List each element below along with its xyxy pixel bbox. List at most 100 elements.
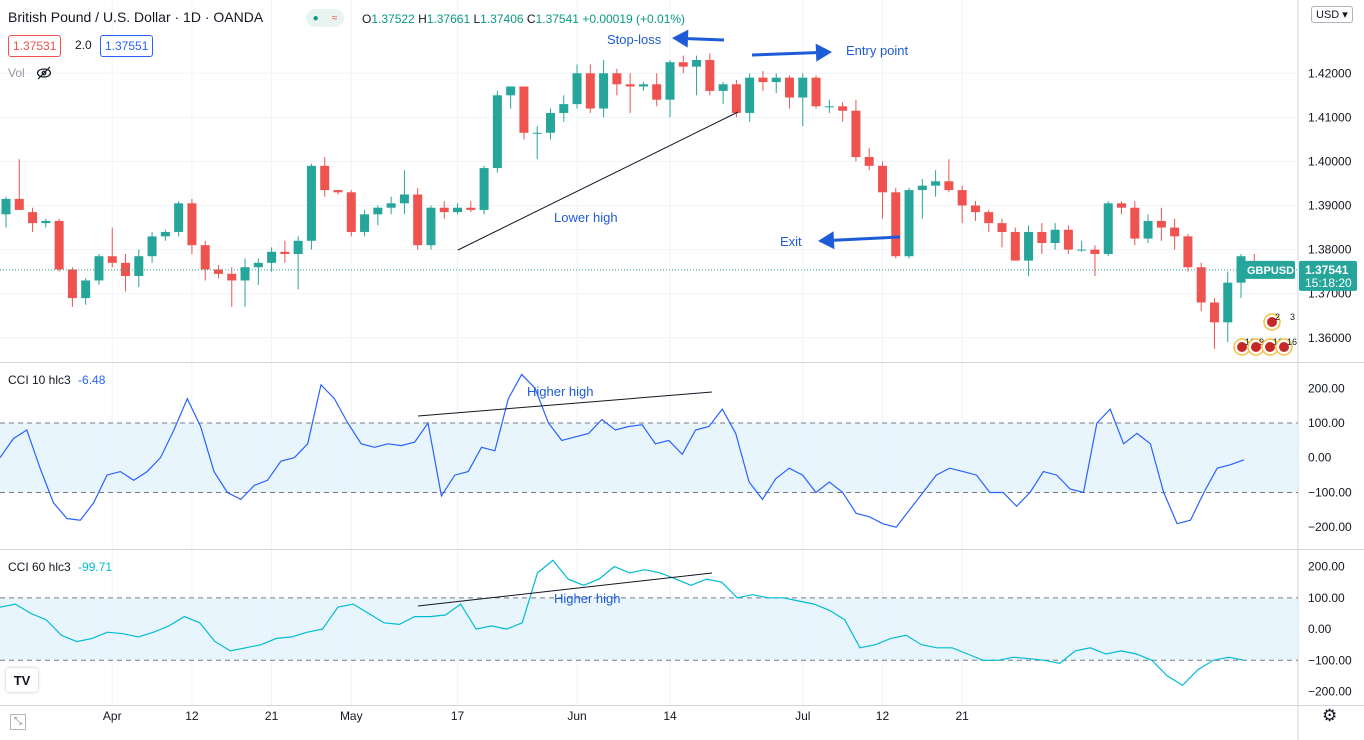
gear-icon[interactable]: ⚙ — [1322, 706, 1338, 725]
buy-price-button[interactable]: 1.37551 — [100, 35, 154, 57]
ohlc-low-key: L — [473, 12, 481, 26]
candle-body — [1090, 249, 1100, 254]
candle-body — [147, 236, 157, 257]
candle-body — [585, 73, 595, 109]
expand-icon[interactable]: ⤡ — [10, 714, 26, 730]
cci10-value: -6.48 — [78, 373, 106, 387]
symbol-badge — [1243, 260, 1295, 279]
candle-body — [1010, 231, 1020, 261]
candle-body — [665, 62, 675, 100]
time-tick-label: 21 — [955, 709, 969, 723]
candle-body — [293, 240, 303, 254]
candle-body — [200, 245, 210, 270]
time-tick-label: May — [340, 709, 363, 723]
candle-body — [41, 220, 51, 224]
candle-body — [811, 77, 821, 107]
currency-selector[interactable]: USD ▾ — [1311, 6, 1353, 23]
candle-body — [625, 84, 635, 87]
price-tick-label: 1.42000 — [1308, 66, 1352, 80]
ohlc-close-key: C — [526, 12, 536, 26]
cci-tick-label: −200.00 — [1308, 685, 1352, 699]
volume-label: Vol — [8, 66, 25, 80]
candle-body — [891, 192, 901, 257]
wave-icon: ≈ — [331, 12, 338, 24]
currency-label: USD — [1316, 9, 1340, 21]
cci-tick-label: 200.00 — [1308, 560, 1345, 574]
us-event-flag — [1265, 342, 1275, 352]
candle-body — [970, 205, 980, 213]
candle-body — [798, 77, 808, 98]
time-tick-label: 12 — [185, 709, 199, 723]
candle-body — [984, 212, 994, 224]
symbol-title[interactable]: British Pound / U.S. Dollar · 1D · OANDA — [8, 9, 264, 25]
sell-price-button[interactable]: 1.37531 — [8, 35, 62, 57]
cci60-legend[interactable]: CCI 60 hlc3 -99.71 — [8, 560, 112, 574]
ohlc-open: 1.37522 — [371, 12, 415, 26]
candle-body — [519, 86, 529, 133]
candle-body — [1, 198, 11, 215]
time-tick-label: Jun — [567, 709, 586, 723]
candle-body — [1223, 282, 1233, 323]
gb-event-count: 2 — [1275, 312, 1280, 322]
candle-body — [572, 73, 582, 105]
entry-point-label: Entry point — [846, 43, 909, 58]
candle-body — [1024, 231, 1034, 261]
candle-body — [1183, 236, 1193, 268]
us-event-flag — [1237, 342, 1247, 352]
gb-event-count-2: 3 — [1290, 312, 1295, 322]
exit-arrow-head — [818, 231, 835, 250]
cci-line — [0, 373, 1245, 528]
ohlc-open-key: O — [362, 12, 372, 26]
candle-body — [1236, 256, 1246, 283]
candle-body — [705, 60, 715, 91]
candle-body — [227, 273, 237, 281]
candle-body — [1143, 220, 1153, 239]
candle-body — [134, 256, 144, 277]
candle-body — [466, 207, 476, 210]
candle-body — [94, 256, 104, 281]
candle-body — [426, 207, 436, 246]
cci-tick-label: 0.00 — [1308, 622, 1332, 636]
candle-body — [745, 77, 755, 113]
countdown-timer: 15:18:20 — [1305, 276, 1352, 290]
exit-arrow-shaft — [833, 235, 901, 242]
candle-body — [399, 194, 409, 204]
market-open-icon: ● — [312, 12, 319, 24]
candle-body — [1037, 231, 1047, 243]
cci60-name: CCI 60 hlc3 — [8, 560, 71, 574]
candle-body — [213, 269, 223, 274]
candle-body — [1103, 203, 1113, 254]
market-status-pill[interactable]: ● ≈ — [306, 9, 344, 27]
us-event-count: 16 — [1287, 337, 1297, 347]
cci-tick-label: −100.00 — [1308, 485, 1352, 499]
candle-body — [306, 165, 316, 241]
tradingview-logo: TV — [6, 668, 38, 692]
cci-line — [0, 559, 1245, 687]
cci-tick-label: 100.00 — [1308, 416, 1345, 430]
candle-body — [492, 95, 502, 169]
candle-body — [373, 207, 383, 215]
candle-body — [360, 214, 370, 232]
candle-body — [320, 165, 330, 191]
candle-body — [944, 181, 954, 191]
stop-loss-arrow-shaft — [687, 37, 725, 42]
candle-body — [14, 198, 24, 210]
entry-point-arrow-head — [815, 43, 832, 62]
time-tick-label: Jul — [795, 709, 810, 723]
eye-off-icon[interactable] — [36, 66, 52, 80]
candle-body — [718, 84, 728, 91]
candle-body — [785, 77, 795, 98]
cci10-legend[interactable]: CCI 10 hlc3 -6.48 — [8, 373, 105, 387]
last-price-badge — [1299, 260, 1357, 291]
lower-high-trendline — [457, 111, 739, 251]
time-tick-label: 17 — [451, 709, 465, 723]
candle-body — [187, 203, 197, 246]
candle-body — [174, 203, 184, 232]
candle-body — [559, 104, 569, 113]
candle-body — [545, 112, 555, 133]
entry-point-arrow-shaft — [751, 51, 817, 57]
candle-body — [160, 231, 170, 237]
us-event-count: 9 — [1259, 337, 1264, 347]
cci-tick-label: 100.00 — [1308, 591, 1345, 605]
